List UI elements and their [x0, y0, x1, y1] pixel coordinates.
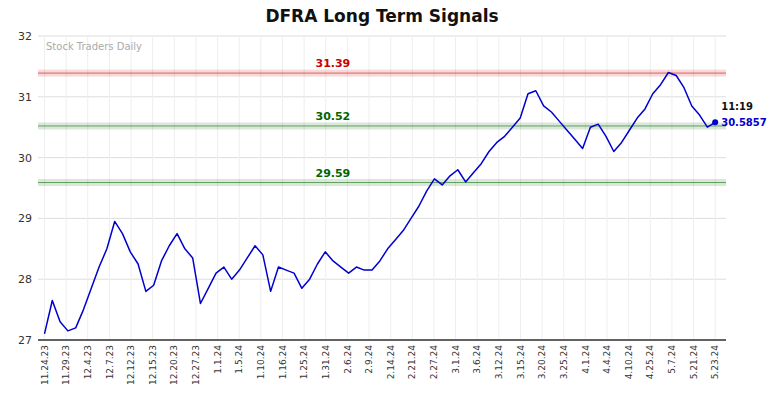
x-grid-line [282, 36, 283, 340]
grid [38, 36, 726, 340]
x-grid-line [87, 36, 88, 340]
price-line [44, 72, 715, 333]
x-grid-line [66, 36, 67, 340]
x-tick-label: 3.20.24 [537, 345, 547, 380]
level-label: 31.39 [315, 57, 350, 70]
x-tick-label: 12.15.23 [148, 345, 158, 385]
x-tick-label: 1.31.24 [321, 345, 331, 380]
x-grid-line [390, 36, 391, 340]
y-grid-line [38, 340, 726, 341]
x-tick-label: 5.23.24 [710, 345, 720, 380]
x-tick-label: 2.14.24 [386, 345, 396, 380]
level-line [38, 73, 726, 74]
x-tick-label: 11.29.23 [61, 345, 71, 385]
x-tick-label: 2.27.24 [429, 345, 439, 380]
x-grid-line [693, 36, 694, 340]
x-grid-line [585, 36, 586, 340]
x-grid-line [433, 36, 434, 340]
x-tick-label: 3.6.24 [472, 345, 482, 374]
last-point [712, 119, 718, 125]
x-tick-label: 1.16.24 [278, 345, 288, 380]
y-tick-label: 30 [18, 152, 32, 165]
x-tick-label: 3.12.24 [494, 345, 504, 380]
x-tick-label: 12.4.23 [83, 345, 93, 379]
x-grid-line [628, 36, 629, 340]
x-tick-label: 1.10.24 [256, 345, 266, 380]
x-grid-line [369, 36, 370, 340]
level-label: 29.59 [315, 167, 350, 180]
x-tick-label: 4.10.24 [624, 345, 634, 380]
level-line [38, 182, 726, 183]
level-label: 30.52 [315, 110, 350, 123]
x-grid-line [195, 36, 196, 340]
level-line [38, 125, 726, 126]
x-tick-label: 2.6.24 [343, 345, 353, 374]
x-grid-line [109, 36, 110, 340]
x-tick-label: 11.24.23 [40, 345, 50, 385]
x-grid-line [607, 36, 608, 340]
y-tick-label: 32 [18, 30, 32, 43]
x-grid-line [455, 36, 456, 340]
x-tick-label: 2.9.24 [364, 345, 374, 374]
x-grid-line [498, 36, 499, 340]
level-band [38, 70, 726, 77]
x-tick-label: 12.12.23 [126, 345, 136, 385]
y-grid-line [38, 279, 726, 280]
x-tick-label: 3.1.24 [451, 345, 461, 374]
plot-area [38, 70, 726, 334]
y-grid-line [38, 218, 726, 219]
x-grid-line [131, 36, 132, 340]
watermark: Stock Traders Daily [46, 41, 142, 52]
x-grid-line [152, 36, 153, 340]
x-grid-line [347, 36, 348, 340]
x-tick-label: 1.5.24 [234, 345, 244, 374]
x-grid-line [44, 36, 45, 340]
x-grid-line [239, 36, 240, 340]
x-grid-line [304, 36, 305, 340]
x-tick-label: 1.25.24 [299, 345, 309, 380]
x-grid-line [412, 36, 413, 340]
x-tick-label: 4.4.24 [602, 345, 612, 374]
level-band [38, 122, 726, 129]
x-tick-label: 4.1.24 [581, 345, 591, 374]
y-grid-line [38, 157, 726, 158]
x-grid-line [671, 36, 672, 340]
x-tick-label: 12.7.23 [105, 345, 115, 379]
x-grid-line [477, 36, 478, 340]
x-tick-label: 12.27.23 [191, 345, 201, 385]
y-tick-label: 28 [18, 273, 32, 286]
x-grid-line [325, 36, 326, 340]
y-tick-label: 29 [18, 212, 32, 225]
last-value-label: 30.5857 [721, 117, 767, 128]
x-grid-line [174, 36, 175, 340]
y-tick-label: 31 [18, 91, 32, 104]
x-tick-label: 5.7.24 [667, 345, 677, 374]
y-grid-line [38, 96, 726, 97]
x-tick-label: 3.15.24 [516, 345, 526, 380]
y-tick-label: 27 [18, 334, 32, 347]
x-grid-line [650, 36, 651, 340]
x-grid-line [563, 36, 564, 340]
x-axis-line [38, 339, 726, 341]
x-tick-label: 2.21.24 [407, 345, 417, 380]
x-grid-line [542, 36, 543, 340]
last-time-label: 11:19 [721, 101, 753, 112]
x-tick-label: 12.20.23 [169, 345, 179, 385]
level-band [38, 179, 726, 186]
x-tick-label: 3.25.24 [559, 345, 569, 380]
y-grid-line [38, 36, 726, 37]
x-tick-label: 4.25.24 [645, 345, 655, 380]
title: DFRA Long Term Signals [265, 6, 498, 26]
x-grid-line [217, 36, 218, 340]
x-grid-line [260, 36, 261, 340]
x-tick-label: 5.21.24 [689, 345, 699, 380]
x-grid-line [715, 36, 716, 340]
x-grid-line [520, 36, 521, 340]
x-tick-label: 1.1.24 [213, 345, 223, 374]
